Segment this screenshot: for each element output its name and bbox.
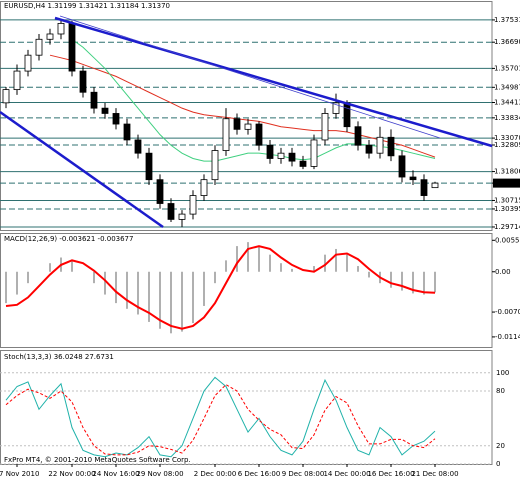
price-title: EURUSD,H4 1.31199 1.31421 1.31184 1.3137… <box>4 2 170 10</box>
candle-body <box>35 38 43 56</box>
panel-frame <box>0 350 493 465</box>
moving-average <box>49 54 436 158</box>
x-tick-label: 16 Dec 16:00 <box>367 470 414 478</box>
candle-body <box>167 203 175 220</box>
x-tick-label: 29 Nov 08:00 <box>136 470 183 478</box>
y-tick-label: 1.33834 <box>494 114 520 122</box>
x-tick-label: 9 Dec 08:00 <box>282 470 325 478</box>
candle-body <box>123 123 131 141</box>
y-tick-label: 0.00552 <box>495 236 520 244</box>
candle-body <box>200 179 208 196</box>
x-tick-label: 6 Dec 16:00 <box>238 470 281 478</box>
y-tick-label: 1.36690 <box>494 38 520 46</box>
candle-body <box>79 70 87 93</box>
candle-body <box>68 22 76 72</box>
candle-body <box>332 102 340 114</box>
candle-body <box>244 123 252 130</box>
y-tick-label: 1.34987 <box>494 83 520 91</box>
x-tick-label: 22 Nov 00:00 <box>48 470 95 478</box>
candle-body <box>376 136 384 154</box>
y-tick-label: 1.31370 <box>494 179 520 187</box>
candle-body <box>189 195 197 215</box>
candle-body <box>387 136 395 157</box>
moving-average <box>71 38 436 162</box>
candle-body <box>343 102 351 128</box>
candle-body <box>365 144 373 154</box>
candle-body <box>13 70 21 91</box>
y-tick-label: 100 <box>496 369 509 377</box>
candle-body <box>2 89 10 104</box>
candle-body <box>101 107 109 114</box>
candle-body <box>211 150 219 181</box>
candle-body <box>46 33 54 40</box>
candle-body <box>431 182 439 189</box>
stoch-signal <box>5 384 436 456</box>
candle-body <box>299 160 307 167</box>
y-tick-label: 1.34413 <box>494 99 520 107</box>
candle-body <box>354 126 362 146</box>
trendline <box>54 16 493 148</box>
candle-body <box>288 152 296 162</box>
y-tick-label: 80 <box>496 387 505 395</box>
y-tick-label: 1.29714 <box>494 223 520 231</box>
y-tick-label: 1.31806 <box>494 168 520 176</box>
current-price-box <box>493 178 520 188</box>
panel-frame <box>0 233 493 348</box>
candle-body <box>310 139 318 167</box>
candle-body <box>233 118 241 130</box>
candle-body <box>134 139 142 154</box>
candle-body <box>178 213 186 220</box>
y-tick-label: 0 <box>496 460 500 468</box>
macd-panel: 0.00552 0.00 -0.00707 -0.01143 <box>0 233 520 348</box>
x-tick-label: 17 Nov 2010 <box>0 470 39 478</box>
candle-body <box>398 155 406 178</box>
candle-body <box>321 113 329 141</box>
candle-body <box>409 176 417 181</box>
y-tick-label: -0.00707 <box>495 308 520 316</box>
y-tick-label: -0.01143 <box>495 333 520 341</box>
y-tick-label: 1.30395 <box>494 205 520 213</box>
y-tick-label: 0.00 <box>495 268 511 276</box>
y-tick-label: 20 <box>496 442 505 450</box>
panel-frame <box>0 1 493 231</box>
stoch-panel: 100 80 20 0 <box>0 350 509 468</box>
candle-body <box>90 91 98 109</box>
x-tick-label: 2 Dec 00:00 <box>194 470 237 478</box>
trendline <box>0 110 164 229</box>
trendlines <box>0 15 493 229</box>
candle-body <box>24 54 32 72</box>
candle-body <box>420 179 428 196</box>
footer: FxPro MT4, © 2001-2010 MetaQuotes Softwa… <box>4 456 191 464</box>
candle-body <box>156 179 164 204</box>
x-tick-label: 24 Nov 16:00 <box>92 470 139 478</box>
macd-title: MACD(12,26,9) -0.003621 -0.003677 <box>4 235 133 243</box>
x-tick-label: 21 Dec 08:00 <box>411 470 458 478</box>
y-tick-label: 1.32809 <box>494 141 520 149</box>
y-tick-label: 1.30715 <box>494 196 520 204</box>
stoch-title: Stoch(13,3,3) 36.0248 27.6731 <box>4 353 114 361</box>
candle-body <box>277 152 285 159</box>
trendline <box>59 15 441 139</box>
candle-body <box>255 123 263 146</box>
macd-signal <box>5 245 436 330</box>
candle-body <box>222 118 230 151</box>
candle-body <box>112 113 120 125</box>
candle-body <box>145 152 153 181</box>
stoch-main <box>5 376 436 458</box>
x-tick-label: 14 Dec 00:00 <box>323 470 370 478</box>
y-tick-label: 1.33070 <box>494 134 520 142</box>
candle-body <box>266 144 274 159</box>
candle-body <box>57 22 65 35</box>
